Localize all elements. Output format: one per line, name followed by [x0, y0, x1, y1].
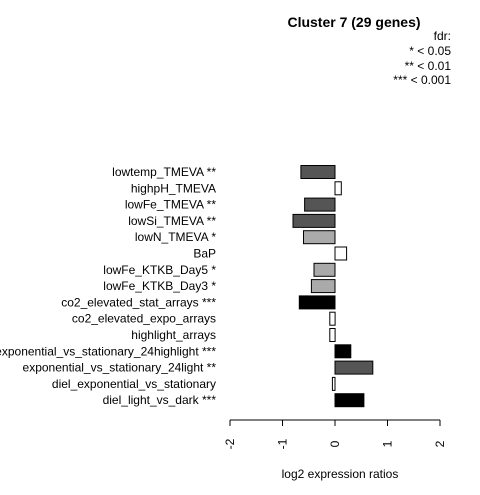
bar — [303, 230, 336, 245]
category-label: diel_light_vs_dark *** — [103, 393, 217, 407]
legend-title: fdr: — [434, 29, 451, 43]
bar — [298, 295, 336, 310]
bar — [292, 213, 336, 228]
bar — [331, 376, 336, 391]
category-label: exponential_vs_stationary_24highlight **… — [0, 344, 216, 358]
x-tick-label: 0 — [328, 440, 342, 447]
x-tick-label: -2 — [223, 438, 237, 449]
bar — [310, 279, 336, 294]
legend-entry: *** < 0.001 — [393, 73, 451, 87]
chart-title: Cluster 7 (29 genes) — [287, 14, 420, 30]
category-label: BaP — [193, 247, 216, 261]
x-axis-label: log2 expression ratios — [282, 467, 399, 481]
bar — [334, 344, 352, 359]
bar — [304, 197, 336, 212]
bar — [329, 311, 336, 326]
legend-entry: * < 0.05 — [409, 44, 451, 58]
bars — [292, 165, 374, 408]
category-label: lowFe_TMEVA ** — [125, 198, 216, 212]
category-label: lowSi_TMEVA ** — [128, 214, 216, 228]
category-label: diel_exponential_vs_stationary — [52, 377, 216, 391]
category-label: lowN_TMEVA * — [135, 230, 216, 244]
bar — [300, 165, 336, 179]
bar — [334, 246, 348, 261]
category-label: co2_elevated_expo_arrays — [72, 312, 216, 326]
bar — [334, 181, 342, 196]
category-label: highlight_arrays — [131, 328, 216, 342]
category-label: highpH_TMEVA — [131, 181, 216, 195]
legend: fdr: * < 0.05 ** < 0.01 *** < 0.001 — [393, 29, 451, 87]
bar — [334, 393, 365, 408]
category-label: lowFe_KTKB_Day5 * — [103, 263, 216, 277]
bar — [329, 328, 336, 342]
bar — [334, 360, 374, 375]
bar — [313, 262, 336, 277]
legend-entry: ** < 0.01 — [405, 59, 452, 73]
x-axis: -2 -1 0 1 2 — [223, 419, 447, 449]
x-tick-label: -1 — [276, 438, 290, 449]
x-tick-label: 1 — [381, 440, 395, 447]
category-label: exponential_vs_stationary_24light ** — [23, 361, 217, 375]
category-label: lowtemp_TMEVA ** — [112, 165, 216, 179]
category-label: co2_elevated_stat_arrays *** — [61, 295, 216, 309]
x-tick-label: 2 — [433, 440, 447, 447]
category-label: lowFe_KTKB_Day3 * — [103, 279, 216, 293]
category-labels: lowtemp_TMEVA ** highpH_TMEVA lowFe_TMEVA … — [0, 165, 216, 407]
